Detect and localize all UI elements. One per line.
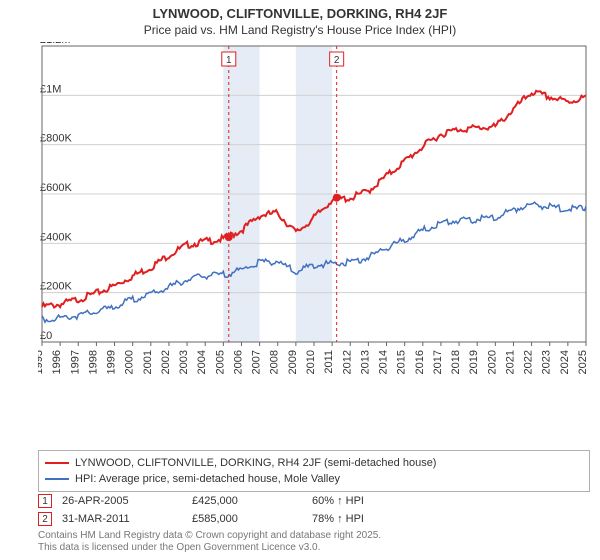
svg-text:2015: 2015 [396,350,408,374]
legend-swatch-1 [45,478,69,480]
marker-pct: 60% ↑ HPI [312,495,412,507]
chart-titles: LYNWOOD, CLIFTONVILLE, DORKING, RH4 2JF … [0,0,600,37]
svg-text:2021: 2021 [504,350,516,374]
markers-table: 1 26-APR-2005 £425,000 60% ↑ HPI 2 31-MA… [38,492,590,528]
chart-area: £0£200K£400K£600K£800K£1M£1.2M1995199619… [38,42,590,390]
marker-price: £425,000 [192,495,302,507]
svg-text:2012: 2012 [341,350,353,374]
svg-text:2017: 2017 [432,350,444,374]
svg-text:£1M: £1M [40,83,61,95]
svg-text:£200K: £200K [40,281,72,293]
svg-text:2000: 2000 [124,350,136,374]
table-row: 2 31-MAR-2011 £585,000 78% ↑ HPI [38,510,590,528]
svg-text:2009: 2009 [287,350,299,374]
svg-text:2019: 2019 [468,350,480,374]
chart-subtitle: Price paid vs. HM Land Registry's House … [0,23,600,37]
svg-text:1997: 1997 [69,350,81,374]
svg-text:2003: 2003 [178,350,190,374]
svg-text:2011: 2011 [323,350,335,374]
legend-label-0: LYNWOOD, CLIFTONVILLE, DORKING, RH4 2JF … [75,457,436,469]
marker-badge: 1 [38,494,52,508]
footer-text: Contains HM Land Registry data © Crown c… [38,530,381,554]
svg-text:2025: 2025 [577,350,589,374]
chart-container: LYNWOOD, CLIFTONVILLE, DORKING, RH4 2JF … [0,0,600,560]
chart-title: LYNWOOD, CLIFTONVILLE, DORKING, RH4 2JF [0,6,600,21]
svg-text:2007: 2007 [251,350,263,374]
marker-pct: 78% ↑ HPI [312,513,412,525]
legend-item-series1: HPI: Average price, semi-detached house,… [45,471,583,487]
footer-line-1: Contains HM Land Registry data © Crown c… [38,530,381,542]
svg-text:2018: 2018 [450,350,462,374]
svg-text:2022: 2022 [523,350,535,374]
svg-text:1996: 1996 [51,350,63,374]
marker-date: 26-APR-2005 [62,495,182,507]
table-row: 1 26-APR-2005 £425,000 60% ↑ HPI [38,492,590,510]
svg-text:£600K: £600K [40,182,72,194]
svg-text:1: 1 [226,55,232,66]
legend-label-1: HPI: Average price, semi-detached house,… [75,473,340,485]
line-chart-svg: £0£200K£400K£600K£800K£1M£1.2M1995199619… [38,42,590,390]
footer-line-2: This data is licensed under the Open Gov… [38,542,381,554]
svg-text:2010: 2010 [305,350,317,374]
svg-text:2002: 2002 [160,350,172,374]
svg-text:1995: 1995 [38,350,45,374]
svg-text:2014: 2014 [378,350,390,374]
svg-text:2013: 2013 [359,350,371,374]
legend-swatch-0 [45,462,69,464]
svg-text:2016: 2016 [414,350,426,374]
svg-text:1999: 1999 [106,350,118,374]
marker-price: £585,000 [192,513,302,525]
svg-text:2: 2 [334,55,340,66]
svg-text:1998: 1998 [87,350,99,374]
marker-badge: 2 [38,512,52,526]
svg-text:2004: 2004 [196,350,208,374]
svg-text:2024: 2024 [559,350,571,374]
svg-text:2020: 2020 [486,350,498,374]
svg-text:2005: 2005 [214,350,226,374]
svg-text:£400K: £400K [40,231,72,243]
svg-text:2001: 2001 [142,350,154,374]
svg-text:2023: 2023 [541,350,553,374]
svg-text:£1.2M: £1.2M [40,42,71,46]
svg-text:2008: 2008 [269,350,281,374]
legend-item-series0: LYNWOOD, CLIFTONVILLE, DORKING, RH4 2JF … [45,455,583,471]
svg-text:2006: 2006 [232,350,244,374]
legend: LYNWOOD, CLIFTONVILLE, DORKING, RH4 2JF … [38,450,590,492]
svg-text:£800K: £800K [40,133,72,145]
marker-date: 31-MAR-2011 [62,513,182,525]
